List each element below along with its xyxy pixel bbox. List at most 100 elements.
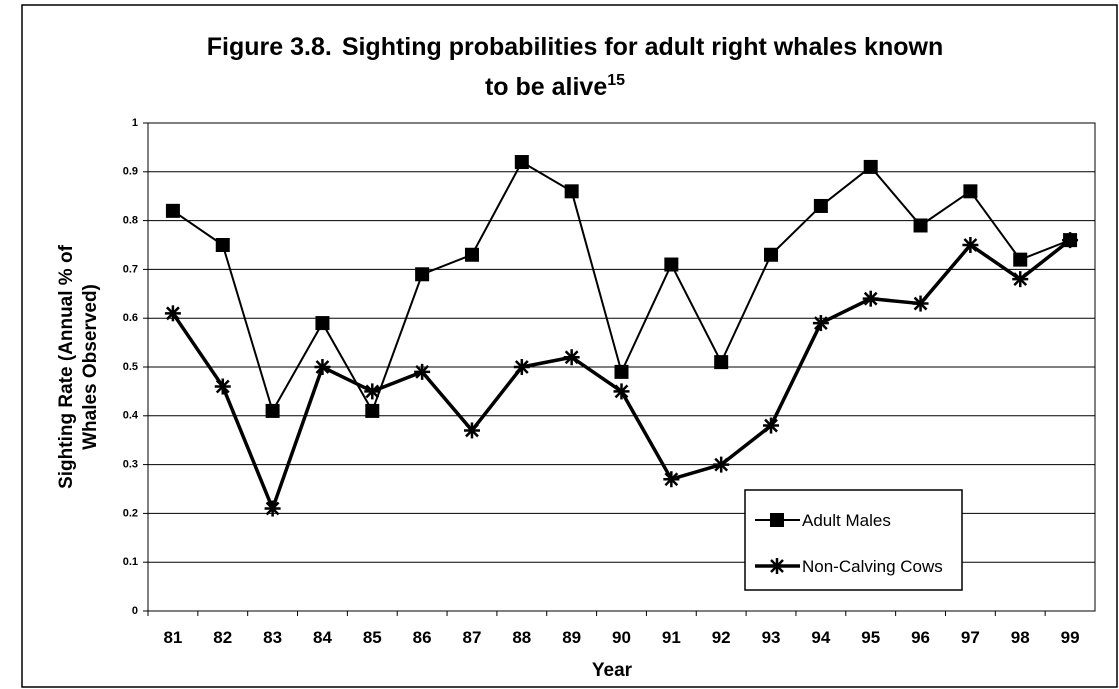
y-tick-label: 1 [132, 117, 138, 129]
chart-frame [21, 4, 1118, 688]
marker-stroke [166, 306, 180, 321]
title-line: Sighting probabilities for adult right w… [342, 33, 943, 61]
marker-stroke [415, 364, 430, 379]
marker-stroke [564, 350, 579, 365]
marker [863, 159, 878, 174]
marker [463, 422, 480, 439]
chart-title: Figure 3.8. Sighting probabilities for ad… [207, 33, 943, 61]
y-tick-label: 0.6 [123, 312, 138, 324]
marker-stroke [714, 457, 729, 472]
marker [364, 383, 381, 400]
marker [1062, 232, 1079, 249]
x-tick-label: 92 [712, 628, 731, 647]
y-tick-label: 0.2 [123, 507, 138, 519]
marker [1012, 271, 1029, 288]
x-tick-label: 82 [213, 628, 232, 647]
marker [264, 500, 281, 517]
marker [614, 364, 629, 379]
x-tick-label: 95 [861, 628, 880, 647]
marker [414, 363, 431, 380]
title-prefix: Figure 3.8. [207, 33, 332, 61]
marker-stroke [963, 238, 978, 252]
marker [912, 295, 929, 312]
marker [563, 349, 580, 366]
legend-marker [769, 558, 785, 574]
marker-stroke [265, 501, 280, 516]
marker [415, 267, 430, 282]
marker-stroke [614, 384, 629, 399]
marker [764, 247, 779, 262]
x-tick-label: 88 [512, 628, 531, 647]
legend-label: Non-Calving Cows [802, 557, 943, 576]
marker [464, 247, 479, 262]
marker [714, 355, 729, 370]
y-tick-label: 0.9 [123, 166, 138, 178]
marker [314, 359, 331, 375]
marker [962, 237, 979, 253]
marker-stroke [465, 423, 479, 438]
marker [165, 203, 180, 218]
marker-stroke [215, 379, 230, 394]
y-tick-label: 0.5 [123, 361, 138, 373]
marker [813, 198, 828, 213]
x-tick-label: 91 [662, 628, 681, 647]
x-tick-label: 93 [762, 628, 781, 647]
x-tick-label: 86 [413, 628, 432, 647]
y-tick-label: 0.8 [123, 215, 138, 227]
marker [514, 155, 529, 170]
marker [963, 184, 978, 199]
marker [265, 403, 280, 418]
marker [564, 184, 579, 199]
x-tick-label: 96 [911, 628, 930, 647]
x-tick-label: 98 [1011, 628, 1030, 647]
marker [365, 403, 380, 418]
marker-stroke [764, 418, 778, 433]
marker-stroke [365, 384, 380, 399]
y-axis-title: Whales Observed) [80, 284, 101, 450]
marker [513, 359, 530, 375]
x-tick-label: 90 [612, 628, 631, 647]
marker [214, 378, 231, 395]
marker-stroke [664, 472, 679, 487]
y-tick-label: 0 [132, 605, 138, 617]
x-tick-label: 87 [463, 628, 482, 647]
marker [664, 257, 679, 272]
plot-border [147, 122, 1096, 612]
legend-marker [770, 513, 784, 527]
marker [315, 316, 330, 331]
marker [164, 305, 181, 322]
title-line: to be alive [485, 73, 607, 101]
marker [215, 238, 230, 252]
x-tick-label: 85 [363, 628, 382, 647]
x-axis-title: Year [592, 660, 633, 681]
marker [1013, 252, 1028, 267]
x-tick-label: 83 [263, 628, 282, 647]
marker [913, 218, 928, 233]
legend-marker-stroke [770, 559, 784, 573]
marker [812, 315, 829, 332]
legend-box [744, 489, 963, 591]
title-superscript: 15 [607, 72, 625, 89]
marker-stroke [514, 360, 529, 374]
x-tick-label: 89 [562, 628, 581, 647]
x-tick-label: 99 [1061, 628, 1080, 647]
marker [713, 456, 730, 473]
x-tick-label: 94 [811, 628, 830, 647]
marker-stroke [913, 296, 928, 311]
marker-stroke [1013, 272, 1028, 287]
y-tick-label: 0.1 [123, 556, 138, 568]
marker-stroke [1063, 233, 1077, 248]
marker [763, 417, 780, 434]
marker [862, 290, 879, 307]
y-tick-label: 0.7 [123, 263, 138, 275]
y-tick-label: 0.4 [123, 410, 139, 422]
chart-title-2: to be alive15 [485, 72, 625, 101]
y-tick-label: 0.3 [123, 459, 138, 471]
x-tick-label: 97 [961, 628, 980, 647]
legend-label: Adult Males [802, 511, 891, 530]
x-tick-label: 81 [163, 628, 182, 647]
marker-stroke [863, 291, 878, 306]
x-tick-label: 84 [313, 628, 332, 647]
marker [613, 383, 630, 400]
